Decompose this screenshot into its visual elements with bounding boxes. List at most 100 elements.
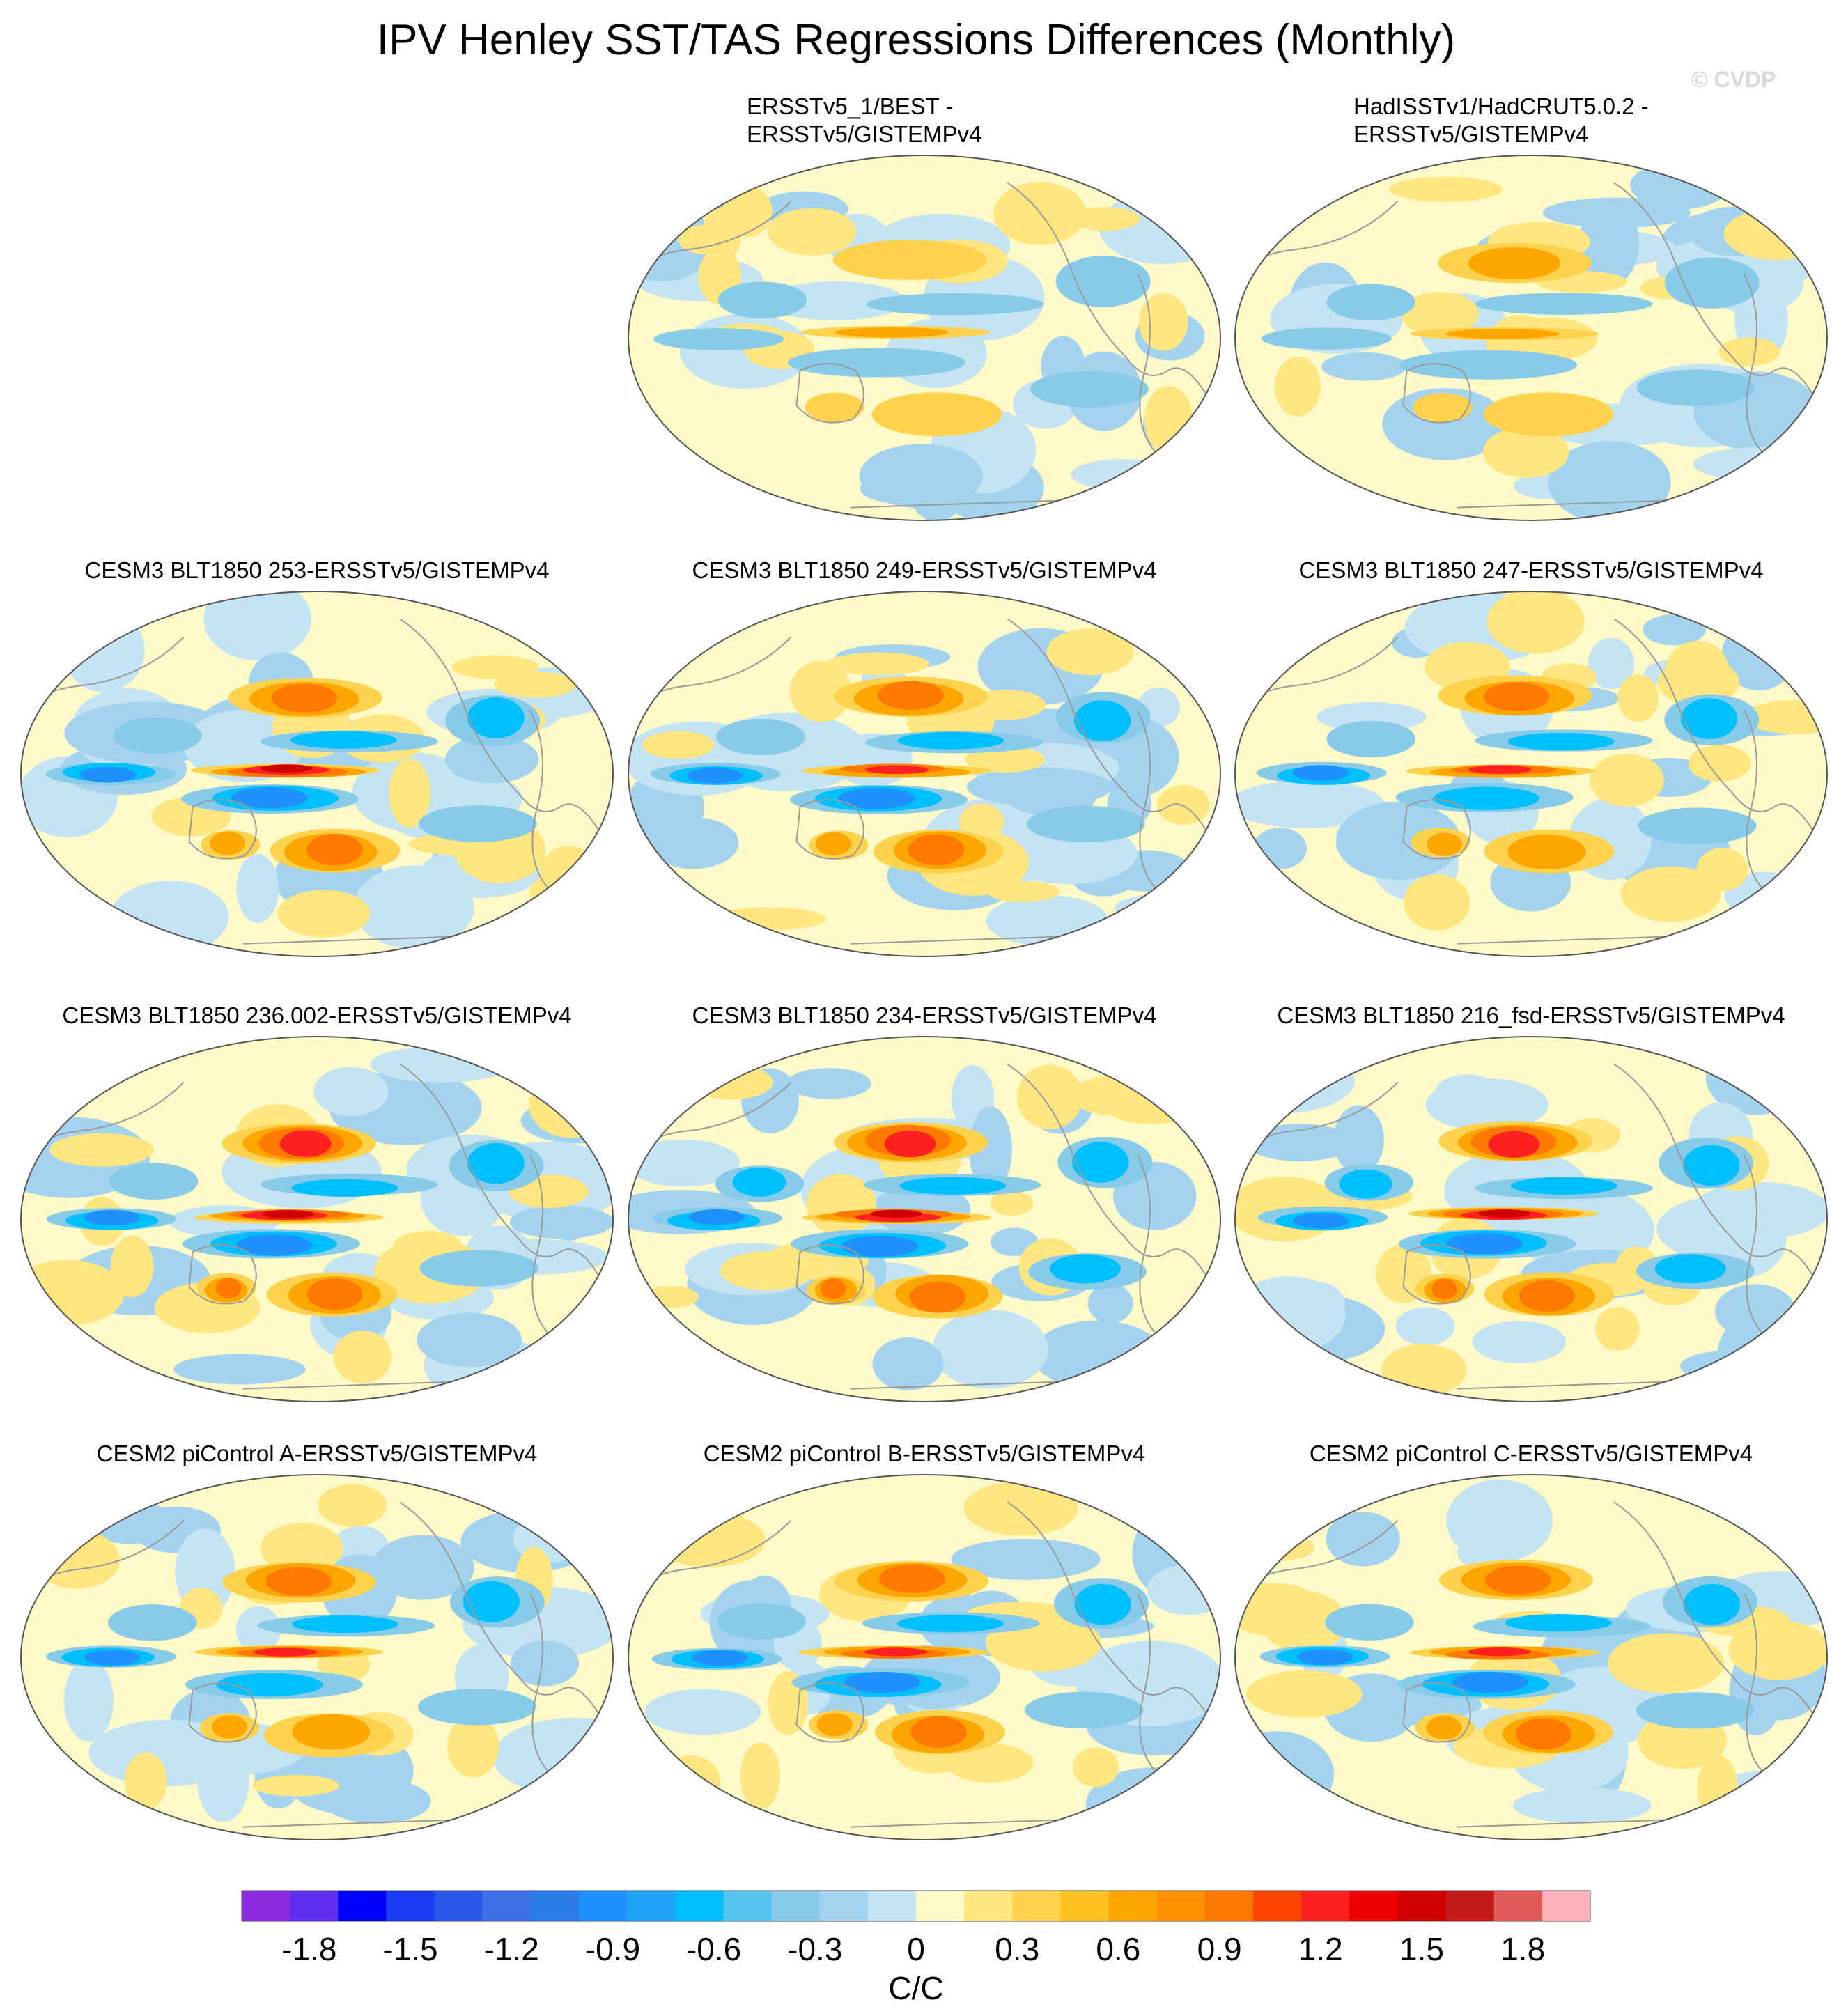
coastline: [1744, 1592, 1766, 1776]
colorbar-bin: [530, 1891, 580, 1921]
coastline: [795, 1682, 864, 1743]
colorbar-bin: [1349, 1891, 1399, 1921]
anomaly-contour: [216, 1673, 323, 1697]
anomaly-contour: [1505, 1614, 1612, 1632]
anomaly-patch: [63, 1659, 114, 1742]
anomaly-contour: [1074, 1583, 1131, 1625]
anomaly-patch: [1016, 1064, 1083, 1130]
anomaly-contour: [1507, 834, 1586, 869]
anomaly-contour: [290, 731, 398, 749]
anomaly-contour: [821, 1278, 846, 1299]
anomaly-patch: [1335, 801, 1461, 881]
colorbar-bin: [916, 1891, 965, 1921]
anomaly-contour: [897, 1615, 1004, 1633]
panel-title-line: CESM3 BLT1850 216_fsd-ERSSTv5/GISTEMPv4: [1277, 1002, 1785, 1028]
anomaly-patch: [1691, 1181, 1827, 1239]
coastline: [21, 1519, 185, 1632]
anomaly-patch: [417, 1312, 522, 1367]
coastline: [1137, 1154, 1159, 1337]
anomaly-patch: [859, 444, 984, 509]
map-panels: [20, 155, 1828, 1840]
anomaly-contour: [1664, 257, 1760, 309]
anomaly-patch: [1389, 176, 1503, 202]
anomaly-patch: [494, 671, 577, 698]
anomaly-contour: [879, 1564, 945, 1593]
anomaly-contour: [816, 1713, 853, 1737]
anomaly-contour: [1426, 1716, 1462, 1739]
anomaly-patch: [1072, 1747, 1119, 1788]
anomaly-contour: [1638, 807, 1757, 844]
anomaly-patch: [1486, 591, 1585, 654]
colorbar-tick-label: 1.8: [1500, 1931, 1545, 1967]
anomaly-patch: [872, 1337, 944, 1390]
anomaly-contour: [1636, 369, 1755, 406]
anomaly-contour: [1433, 786, 1540, 810]
coastline: [1744, 709, 1766, 892]
anomaly-patch: [968, 1106, 1012, 1192]
anomaly-contour: [1326, 284, 1415, 320]
anomaly-contour: [1468, 1647, 1531, 1657]
coastline: [628, 1519, 792, 1632]
map-panel: [20, 1036, 614, 1402]
panel-title-line: CESM3 BLT1850 234-ERSSTv5/GISTEMPv4: [692, 1002, 1157, 1028]
anomaly-patch: [993, 182, 1087, 245]
panel-title-line: CESM3 BLT1850 236.002-ERSSTv5/GISTEMPv4: [62, 1002, 572, 1028]
panel-title-line: CESM2 piControl A-ERSSTv5/GISTEMPv4: [96, 1441, 538, 1466]
coastline: [1137, 709, 1159, 892]
anomaly-patch: [1728, 1620, 1827, 1680]
anomaly-contour: [306, 834, 363, 866]
anomaly-contour: [1468, 247, 1561, 279]
map-panel: [20, 1474, 614, 1840]
coastline: [1457, 1381, 1666, 1390]
panel-title: CESM2 piControl C-ERSSTv5/GISTEMPv4: [1225, 1440, 1832, 1468]
anomaly-contour: [899, 1177, 1007, 1195]
anomaly-patch: [1548, 441, 1671, 520]
colorbar-bin: [771, 1891, 821, 1921]
anomaly-contour: [653, 328, 784, 350]
anomaly-contour: [910, 1716, 967, 1748]
anomaly-contour: [717, 1603, 806, 1640]
anomaly-contour: [1519, 1280, 1575, 1312]
anomaly-contour: [1055, 256, 1151, 307]
anomaly-contour: [108, 1604, 197, 1641]
anomaly-patch: [644, 1689, 761, 1735]
map-panel: [20, 591, 614, 957]
colorbar-tick-label: -1.2: [484, 1931, 539, 1967]
anomaly-patch: [1588, 637, 1635, 690]
colorbar-bin: [1445, 1891, 1495, 1921]
colorbar-bin: [964, 1891, 1013, 1921]
anomaly-patch: [1482, 426, 1569, 478]
anomaly-patch: [1087, 1283, 1133, 1324]
anomaly-patch: [965, 746, 1046, 773]
anomaly-contour: [1483, 392, 1614, 437]
coastline: [1137, 273, 1159, 456]
coastline: [1402, 799, 1471, 860]
map-border: [20, 1036, 614, 1402]
panel-title-line: HadISSTv1/HadCRUT5.0.2 -: [1353, 93, 1649, 119]
coastline: [850, 499, 1059, 509]
anomaly-contour: [1030, 371, 1149, 408]
anomaly-contour: [687, 768, 743, 784]
panel-title-line: CESM3 BLT1850 249-ERSSTv5/GISTEMPv4: [692, 557, 1157, 583]
anomaly-contour: [109, 1163, 199, 1200]
colorbar-tick-label: -0.3: [787, 1931, 842, 1967]
anomaly-contour: [210, 831, 246, 855]
colorbar-tick-label: 0.9: [1197, 1931, 1242, 1967]
anomaly-contour: [805, 392, 864, 422]
anomaly-patch: [1321, 352, 1407, 381]
anomaly-patch: [1333, 1105, 1384, 1174]
coastline: [628, 200, 792, 313]
coastline: [1235, 1081, 1399, 1194]
colorbar-bin: [819, 1891, 869, 1921]
anomaly-patch: [678, 224, 735, 255]
anomaly-patch: [740, 1742, 780, 1810]
anomaly-patch: [451, 655, 539, 679]
colorbar-bin: [1156, 1891, 1206, 1921]
anomaly-contour: [463, 1581, 520, 1622]
anomaly-contour: [1050, 1254, 1121, 1284]
anomaly-contour: [865, 765, 929, 775]
panel-title-line: ERSSTv5/GISTEMPv4: [747, 121, 982, 147]
coastline: [1402, 1682, 1471, 1743]
anomaly-contour: [265, 1567, 332, 1596]
